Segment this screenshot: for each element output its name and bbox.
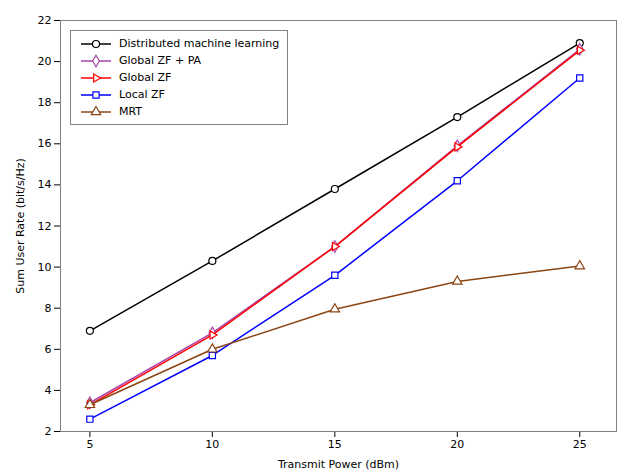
html-text:Global ZF + PA: Global ZF + PA	[119, 54, 202, 67]
svg-text:2: 2	[45, 425, 52, 438]
svg-text:20: 20	[450, 438, 464, 451]
svg-text:25: 25	[573, 438, 587, 451]
svg-text:5: 5	[86, 438, 93, 451]
svg-text:12: 12	[38, 220, 52, 233]
svg-text:10: 10	[38, 261, 52, 274]
svg-text:10: 10	[205, 438, 219, 451]
svg-text:Sum User Rate (bit/s/Hz): Sum User Rate (bit/s/Hz)	[14, 158, 27, 294]
svg-text:Transmit Power (dBm): Transmit Power (dBm)	[277, 458, 399, 471]
svg-text:20: 20	[38, 55, 52, 68]
svg-text:15: 15	[328, 438, 342, 451]
svg-text:16: 16	[38, 137, 52, 150]
svg-text:6: 6	[45, 343, 52, 356]
svg-text:14: 14	[38, 178, 52, 191]
html-text:Global ZF: Global ZF	[119, 71, 172, 84]
html-text:Distributed machine learning: Distributed machine learning	[119, 37, 280, 50]
svg-text:22: 22	[38, 14, 52, 27]
svg-text:8: 8	[45, 302, 52, 315]
html-text:MRT: MRT	[119, 105, 143, 118]
html-text:Local ZF: Local ZF	[119, 88, 165, 101]
svg-text:18: 18	[38, 96, 52, 109]
svg-text:4: 4	[45, 384, 52, 397]
